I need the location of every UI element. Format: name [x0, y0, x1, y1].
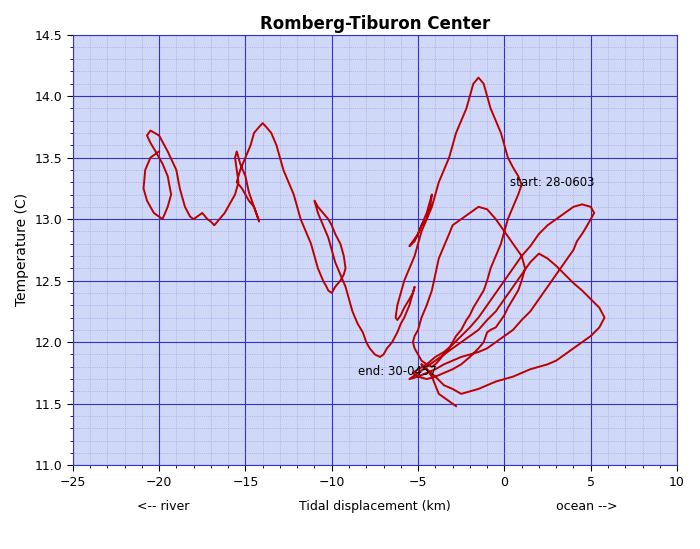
Y-axis label: Temperature (C): Temperature (C)	[15, 193, 29, 306]
Text: Tidal displacement (km): Tidal displacement (km)	[299, 500, 451, 513]
Text: start: 28-0603: start: 28-0603	[510, 176, 594, 189]
Text: <-- river: <-- river	[137, 500, 190, 513]
Text: ocean -->: ocean -->	[556, 500, 617, 513]
Text: end: 30-0457: end: 30-0457	[358, 366, 437, 378]
Title: Romberg-Tiburon Center: Romberg-Tiburon Center	[260, 15, 490, 33]
